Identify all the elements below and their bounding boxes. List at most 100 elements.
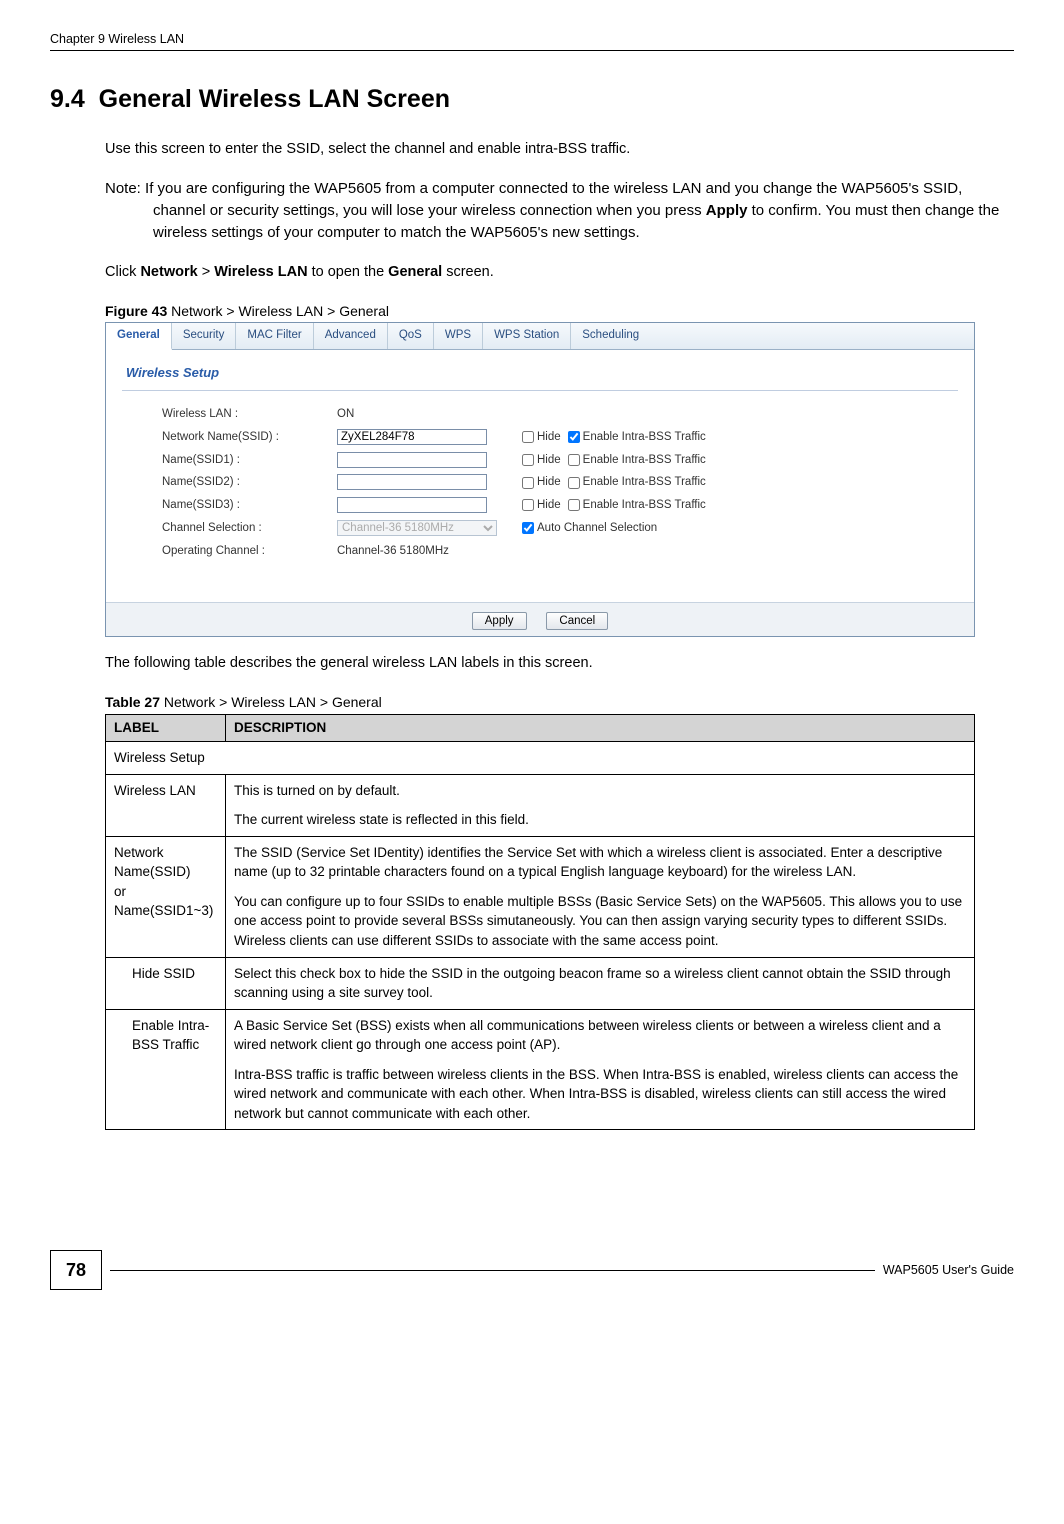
tab-qos[interactable]: QoS (388, 323, 434, 349)
table-label-bold: Table 27 (105, 694, 160, 710)
intro-text: Use this screen to enter the SSID, selec… (105, 139, 1014, 160)
note-text: Note: If you are configuring the WAP5605… (105, 178, 1014, 243)
select-channel[interactable]: Channel-36 5180MHz (337, 520, 497, 536)
click-b1: Network (140, 264, 197, 280)
table-row: Network Name(SSID) or Name(SSID1~3) The … (106, 836, 975, 957)
panel-body: Wireless Setup Wireless LAN : ON Network… (106, 350, 974, 603)
checkbox-hide-ssid1[interactable] (522, 454, 534, 466)
p-intra-2: Intra-BSS traffic is traffic between wir… (234, 1065, 966, 1124)
label-operating-channel: Operating Channel : (162, 543, 337, 560)
row-ssid2: Name(SSID2) : Hide Enable Intra-BSS Traf… (122, 471, 958, 494)
row-ssid1: Name(SSID1) : Hide Enable Intra-BSS Traf… (122, 449, 958, 472)
section-number: 9.4 (50, 85, 85, 113)
row-channel-selection: Channel Selection : Channel-36 5180MHz A… (122, 517, 958, 540)
table-header-row: LABEL DESCRIPTION (106, 715, 975, 742)
p-intra-1: A Basic Service Set (BSS) exists when al… (234, 1016, 966, 1055)
checkbox-intra-ssid3[interactable] (568, 499, 580, 511)
label-ssid3: Name(SSID3) : (162, 497, 337, 514)
label-ssid1: Name(SSID1) : (162, 452, 337, 469)
label-ssid2: Name(SSID2) : (162, 474, 337, 491)
label-hide-ssid0: Hide (537, 429, 561, 446)
checkbox-intra-ssid2[interactable] (568, 477, 580, 489)
table-row: Wireless LAN This is turned on by defaul… (106, 774, 975, 836)
table-row: Hide SSID Select this check box to hide … (106, 957, 975, 1009)
figure-label-bold: Figure 43 (105, 303, 167, 319)
click-mid1: > (198, 264, 215, 280)
p-ssid-2: You can configure up to four SSIDs to en… (234, 892, 966, 951)
tab-wps-station[interactable]: WPS Station (483, 323, 571, 349)
label-hide-ssid3: Hide (537, 497, 561, 514)
input-ssid2[interactable] (337, 474, 487, 490)
click-mid2: to open the (308, 264, 389, 280)
click-pre: Click (105, 264, 140, 280)
p-wlan-2: The current wireless state is reflected … (234, 810, 966, 830)
cell-label-intra-bss: Enable Intra-BSS Traffic (106, 1009, 226, 1130)
th-description: DESCRIPTION (226, 715, 975, 742)
page-footer: 78 WAP5605 User's Guide (50, 1250, 1014, 1290)
label-hide-ssid2: Hide (537, 474, 561, 491)
between-text: The following table describes the genera… (105, 653, 1014, 674)
cell-label-wlan: Wireless LAN (106, 774, 226, 836)
label-wireless-lan: Wireless LAN : (162, 406, 337, 423)
table-row: Wireless Setup (106, 742, 975, 775)
row-wireless-lan: Wireless LAN : ON (122, 403, 958, 426)
table-row: Enable Intra-BSS Traffic A Basic Service… (106, 1009, 975, 1130)
value-operating-channel: Channel-36 5180MHz (337, 543, 522, 560)
label-hide-ssid1: Hide (537, 452, 561, 469)
page-number: 78 (50, 1250, 102, 1290)
cell-wireless-setup: Wireless Setup (106, 742, 975, 775)
table-label-rest: Network > Wireless LAN > General (160, 694, 382, 710)
screenshot-panel: General Security MAC Filter Advanced QoS… (105, 322, 975, 637)
checkbox-hide-ssid0[interactable] (522, 431, 534, 443)
label-ssid0: Network Name(SSID) : (162, 429, 337, 446)
button-row: Apply Cancel (106, 602, 974, 636)
description-table: LABEL DESCRIPTION Wireless Setup Wireles… (105, 714, 975, 1130)
chapter-header: Chapter 9 Wireless LAN (50, 30, 1014, 51)
cell-label-ssid: Network Name(SSID) or Name(SSID1~3) (106, 836, 226, 957)
input-ssid0[interactable] (337, 429, 487, 445)
p-wlan-1: This is turned on by default. (234, 781, 966, 801)
click-instruction: Click Network > Wireless LAN to open the… (105, 262, 1014, 283)
row-ssid3: Name(SSID3) : Hide Enable Intra-BSS Traf… (122, 494, 958, 517)
checkbox-intra-ssid1[interactable] (568, 454, 580, 466)
p-ssid-1: The SSID (Service Set IDentity) identifi… (234, 843, 966, 882)
note-prefix: Note: (105, 180, 145, 197)
input-ssid1[interactable] (337, 452, 487, 468)
figure-label-rest: Network > Wireless LAN > General (167, 303, 389, 319)
label-auto-channel: Auto Channel Selection (537, 520, 657, 537)
section-title-text: General Wireless LAN Screen (99, 85, 450, 113)
tab-security[interactable]: Security (172, 323, 237, 349)
tab-mac-filter[interactable]: MAC Filter (236, 323, 313, 349)
row-operating-channel: Operating Channel : Channel-36 5180MHz (122, 540, 958, 563)
cell-label-hide-ssid: Hide SSID (106, 957, 226, 1009)
tab-general[interactable]: General (106, 323, 172, 350)
p-hide-1: Select this check box to hide the SSID i… (234, 964, 966, 1003)
th-label: LABEL (106, 715, 226, 742)
checkbox-intra-ssid0[interactable] (568, 431, 580, 443)
cancel-button[interactable]: Cancel (546, 612, 608, 630)
tab-advanced[interactable]: Advanced (314, 323, 388, 349)
checkbox-hide-ssid2[interactable] (522, 477, 534, 489)
tab-wps[interactable]: WPS (434, 323, 483, 349)
cell-desc-intra-bss: A Basic Service Set (BSS) exists when al… (226, 1009, 975, 1130)
label-intra-ssid3: Enable Intra-BSS Traffic (583, 497, 706, 514)
tab-bar: General Security MAC Filter Advanced QoS… (106, 323, 974, 350)
input-ssid3[interactable] (337, 497, 487, 513)
cell-desc-wlan: This is turned on by default. The curren… (226, 774, 975, 836)
footer-line (110, 1270, 875, 1271)
label-intra-ssid1: Enable Intra-BSS Traffic (583, 452, 706, 469)
click-tail: screen. (442, 264, 494, 280)
note-bold: Apply (706, 202, 748, 219)
checkbox-auto-channel[interactable] (522, 522, 534, 534)
guide-name: WAP5605 User's Guide (883, 1261, 1014, 1279)
checkbox-hide-ssid3[interactable] (522, 499, 534, 511)
label-intra-ssid2: Enable Intra-BSS Traffic (583, 474, 706, 491)
label-intra-ssid0: Enable Intra-BSS Traffic (583, 429, 706, 446)
click-b2: Wireless LAN (214, 264, 307, 280)
click-b3: General (388, 264, 442, 280)
value-wireless-lan: ON (337, 406, 522, 423)
tab-scheduling[interactable]: Scheduling (571, 323, 650, 349)
figure-label: Figure 43 Network > Wireless LAN > Gener… (105, 301, 1014, 321)
apply-button[interactable]: Apply (472, 612, 527, 630)
group-title: Wireless Setup (122, 358, 958, 392)
